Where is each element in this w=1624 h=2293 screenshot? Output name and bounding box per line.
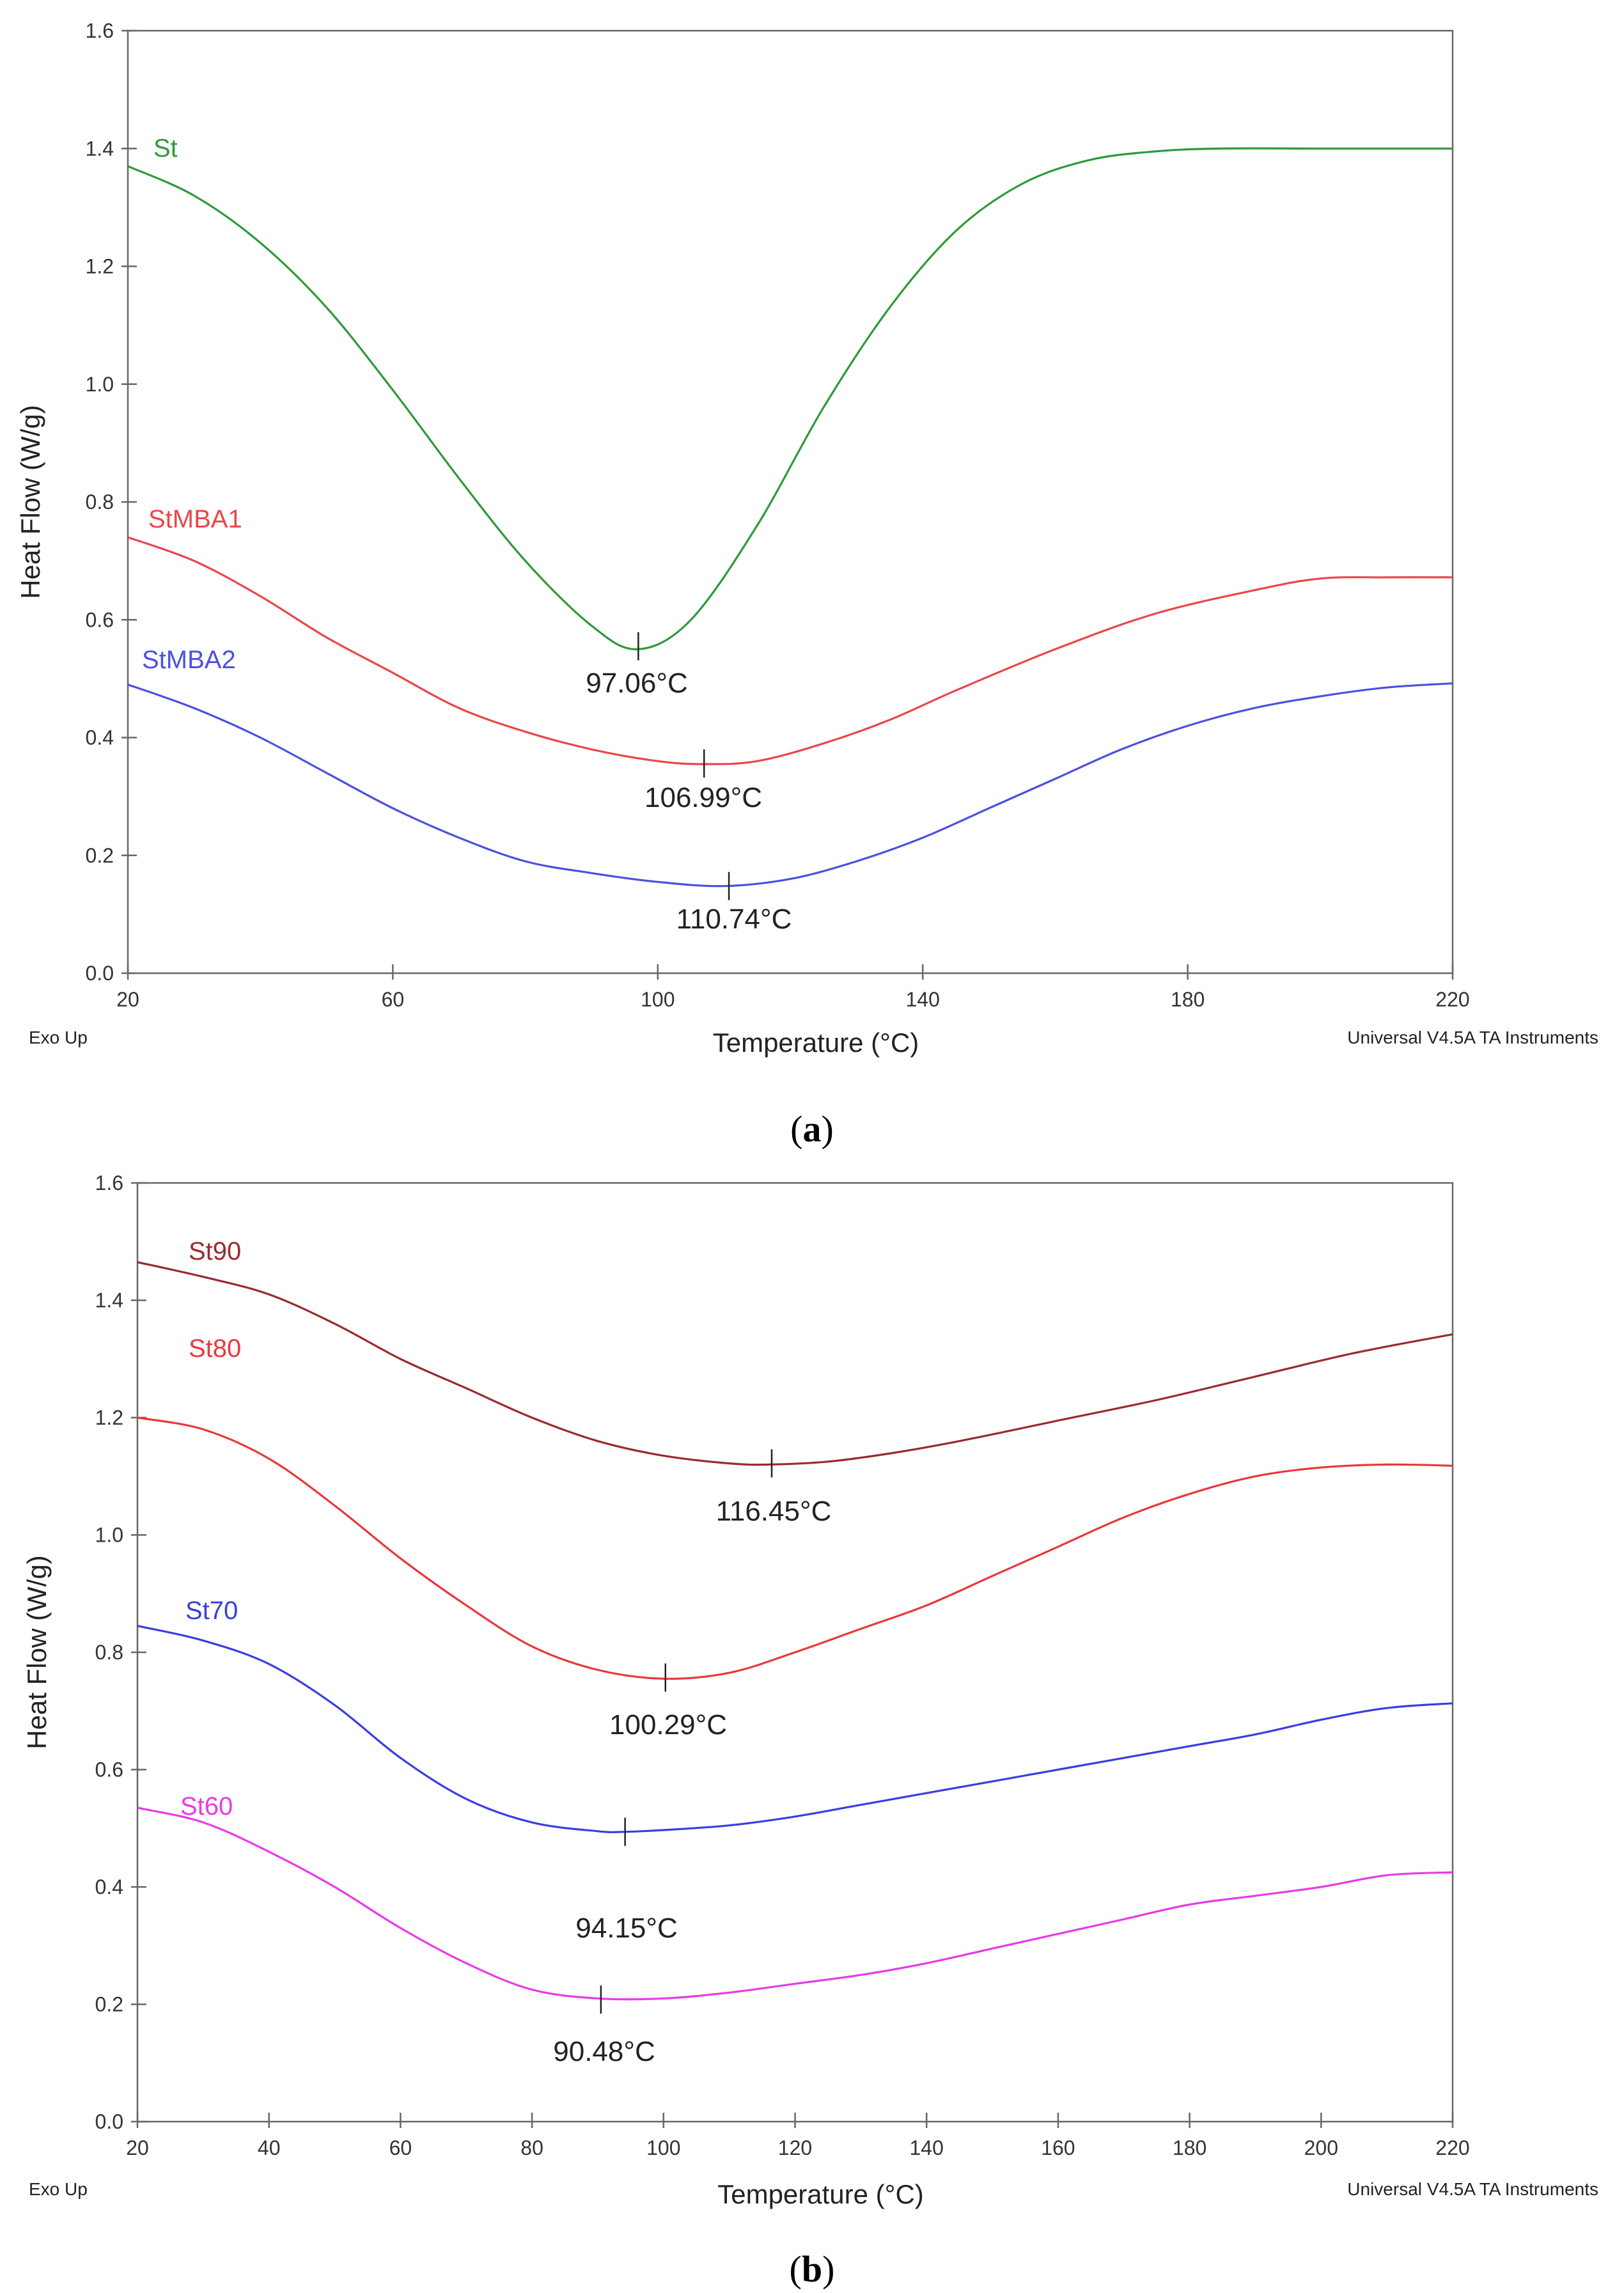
panel-a-chart: 0.0 0.2 0.4 0.6 0.8 1.0 1.2 1.4 1.6 20 60 100 140 180… — [15, 19, 1598, 1150]
peak-label-st60: 90.48°C — [553, 2036, 655, 2067]
y-tick-label: 1.0 — [95, 1524, 123, 1547]
x-tick-label: 100 — [641, 988, 675, 1011]
series-label-st90: St90 — [189, 1237, 241, 1265]
x-tick-label: 220 — [1435, 988, 1469, 1011]
series-line-st — [127, 147, 1453, 650]
x-tick-label: 20 — [126, 2136, 149, 2159]
series-line-stmba2 — [127, 682, 1453, 888]
panel-caption: (b) — [790, 2248, 835, 2290]
series-label-st70: St70 — [185, 1597, 238, 1625]
series-label-st80: St80 — [189, 1334, 241, 1363]
x-axis-title: Temperature (°C) — [717, 2179, 924, 2209]
series-line-st90 — [137, 1261, 1453, 1466]
panel-caption: (a) — [790, 1108, 834, 1150]
y-tick-label: 0.4 — [86, 726, 114, 749]
peak-label-stmba2: 110.74°C — [676, 904, 792, 935]
y-tick-label: 0.6 — [95, 1758, 123, 1781]
series-line-st70 — [137, 1625, 1453, 1833]
footer-instrument: Universal V4.5A TA Instruments — [1347, 1028, 1598, 1047]
panel-b-chart: 0.0 0.2 0.4 0.6 0.8 1.0 1.2 1.4 1.6 20 40 60 80 100 12… — [22, 1171, 1598, 2290]
series-label-st60: St60 — [180, 1792, 233, 1820]
x-tick-label: 120 — [778, 2136, 812, 2159]
y-tick-label: 1.0 — [86, 373, 114, 396]
x-tick-label: 60 — [382, 988, 405, 1011]
y-tick-label: 1.6 — [95, 1171, 123, 1194]
y-tick-label: 0.0 — [95, 2110, 123, 2133]
x-tick-label: 140 — [910, 2136, 944, 2159]
peak-label-stmba1: 106.99°C — [644, 782, 762, 813]
x-axis-title: Temperature (°C) — [713, 1028, 919, 1058]
y-tick-label: 1.2 — [86, 255, 114, 278]
series-label-st: St — [153, 134, 178, 162]
x-tick-label: 160 — [1041, 2136, 1075, 2159]
peak-label-st: 97.06°C — [586, 668, 687, 699]
x-tick-label: 100 — [646, 2136, 680, 2159]
peak-label-st80: 100.29°C — [609, 1709, 727, 1741]
footer-exo-up: Exo Up — [29, 1028, 88, 1047]
series-line-st80 — [137, 1416, 1453, 1680]
x-tick-label: 220 — [1435, 2136, 1469, 2159]
footer-exo-up: Exo Up — [29, 2179, 88, 2199]
y-tick-label: 1.6 — [86, 19, 114, 42]
x-tick-label: 60 — [389, 2136, 412, 2159]
x-tick-label: 180 — [1171, 988, 1205, 1011]
series-label-stmba1: StMBA1 — [148, 505, 242, 533]
y-tick-label: 1.4 — [86, 137, 114, 160]
y-tick-label: 0.8 — [86, 490, 114, 513]
y-tick-label: 0.2 — [86, 844, 114, 867]
y-tick-label: 0.6 — [86, 608, 114, 631]
footer-instrument: Universal V4.5A TA Instruments — [1347, 2179, 1598, 2199]
peak-label-st90: 116.45°C — [716, 1496, 832, 1527]
series-label-stmba2: StMBA2 — [142, 646, 236, 674]
y-tick-label: 0.0 — [86, 962, 114, 985]
y-tick-label: 0.2 — [95, 1993, 123, 2016]
y-tick-label: 0.8 — [95, 1641, 123, 1664]
x-tick-label: 40 — [258, 2136, 281, 2159]
x-tick-label: 180 — [1173, 2136, 1206, 2159]
x-tick-label: 20 — [116, 988, 139, 1011]
series-line-stmba1 — [127, 536, 1453, 765]
x-tick-label: 140 — [906, 988, 940, 1011]
y-axis-title: Heat Flow (W/g) — [15, 405, 45, 599]
x-tick-label: 200 — [1304, 2136, 1338, 2159]
plot-frame — [127, 29, 1454, 974]
y-tick-label: 1.4 — [95, 1289, 123, 1312]
y-tick-label: 1.2 — [95, 1406, 123, 1429]
x-tick-label: 80 — [520, 2136, 543, 2159]
series-line-st60 — [137, 1806, 1453, 2001]
y-tick-label: 0.4 — [95, 1875, 123, 1898]
y-axis-title: Heat Flow (W/g) — [22, 1555, 52, 1749]
peak-label-st70: 94.15°C — [575, 1913, 677, 1944]
